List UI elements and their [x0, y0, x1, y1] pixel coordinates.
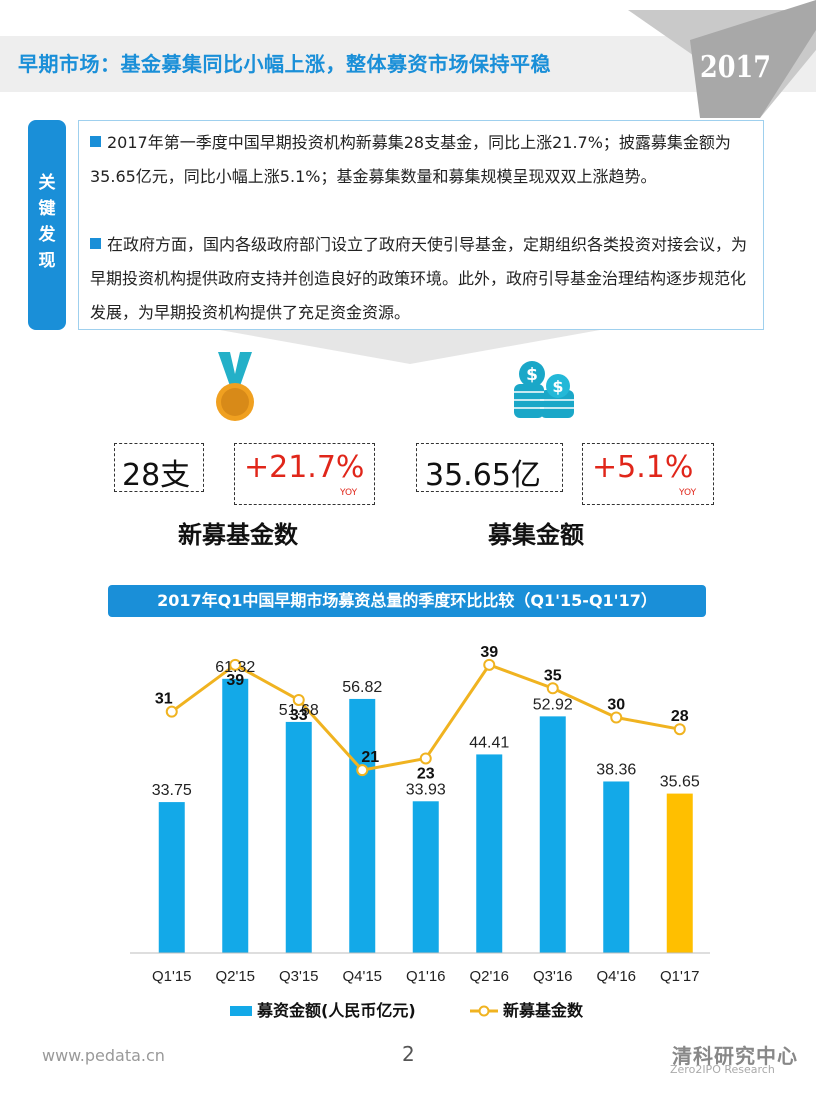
chart-title: 2017年Q1中国早期市场募资总量的季度环比比较（Q1'15-Q1'17） [157, 591, 657, 610]
chart-title-bar [108, 585, 706, 617]
footer-url[interactable]: www.pedata.cn [42, 1046, 165, 1065]
brand-logo-cn: 清科研究中心 [672, 1044, 798, 1068]
amount-change-box [582, 443, 714, 505]
funds-count-value: 28支 [122, 458, 191, 493]
x-tick-label: Q1'17 [660, 968, 700, 985]
x-tick-label: Q2'16 [469, 968, 509, 985]
bar [476, 754, 503, 953]
x-tick-label: Q3'16 [533, 968, 573, 985]
x-tick-label: Q3'15 [279, 968, 319, 985]
funds-count-label: 新募基金数 [178, 521, 298, 549]
line-value-label: 30 [607, 697, 625, 714]
line-value-label: 35 [544, 667, 562, 684]
square-bullet-icon [90, 238, 101, 249]
bar-value-label: 33.75 [152, 782, 192, 799]
amount-box [416, 443, 563, 492]
line-point [165, 705, 178, 718]
pointer-shape [220, 330, 600, 364]
line-value-label: 31 [155, 691, 173, 708]
x-tick-label: Q4'16 [596, 968, 636, 985]
line-point [610, 711, 623, 724]
svg-text:$: $ [526, 365, 538, 385]
bar [539, 716, 566, 953]
line-value-label: 23 [417, 765, 435, 782]
line-value-label: 28 [671, 708, 689, 725]
bar [285, 721, 312, 953]
legend-bar-swatch [230, 1006, 252, 1016]
amount-yoy-label: YOY [679, 488, 697, 498]
line-point [356, 764, 369, 777]
bar-value-label: 33.93 [406, 781, 446, 798]
funds-change-box [234, 443, 375, 505]
bar-value-label: 51.68 [279, 702, 319, 719]
key-finding-paragraph: 2017年第一季度中国早期投资机构新募集28支基金，同比上涨21.7%；披露募集… [90, 133, 731, 186]
amount-value: 35.65亿 [425, 458, 541, 493]
key-findings-box [78, 120, 764, 330]
legend-line-label: 新募基金数 [503, 1001, 584, 1020]
line-point [419, 752, 432, 765]
line-point [292, 693, 305, 706]
line-value-label: 21 [361, 749, 379, 766]
bar-value-label: 44.41 [469, 734, 509, 751]
key-findings-tab [28, 120, 66, 330]
legend-bar-label: 募资金额(人民币亿元) [256, 1001, 416, 1020]
line-value-label: 39 [480, 644, 498, 661]
line-point [229, 658, 242, 671]
bar [412, 801, 439, 953]
x-tick-label: Q1'15 [152, 968, 192, 985]
key-finding-paragraph: 在政府方面，国内各级政府部门设立了政府天使引导基金，定期组织各类投资对接会议，为… [90, 235, 748, 322]
legend-line-marker [478, 1005, 490, 1017]
bar [222, 678, 249, 953]
line-point [673, 723, 686, 736]
bar-value-label: 56.82 [342, 679, 382, 696]
line-point [483, 658, 496, 671]
bar-value-label: 35.65 [660, 774, 700, 791]
coin-stack-icon: $ $ [514, 361, 574, 418]
bar-value-label: 61.32 [215, 659, 255, 676]
funds-change-value: +21.7% [244, 450, 365, 485]
year-banner-shape [628, 0, 816, 118]
funds-yoy-label: YOY [340, 488, 358, 498]
x-tick-label: Q1'16 [406, 968, 446, 985]
bar [603, 781, 630, 953]
line-value-label: 39 [226, 672, 244, 689]
bar [349, 698, 376, 953]
amount-label: 募集金额 [488, 521, 584, 549]
square-bullet-icon [90, 136, 101, 147]
svg-text:$: $ [552, 377, 563, 396]
bar-value-label: 38.36 [596, 761, 636, 778]
fundraising-chart: 33.75 61.32 51.68 56.82 33.93 44.41 52.92 38.36… [130, 644, 710, 1020]
page-title: 早期市场：基金募集同比小幅上涨，整体募资市场保持平稳 [18, 52, 551, 76]
x-tick-label: Q2'15 [215, 968, 255, 985]
amount-change-value: +5.1% [592, 450, 694, 485]
brand-logo-en: Zero2IPO Research [670, 1063, 775, 1076]
medal-icon [216, 352, 254, 421]
line-value-label: 33 [290, 707, 308, 724]
page-number: 2 [402, 1042, 415, 1066]
year-label: 2017 [700, 50, 771, 85]
x-tick-label: Q4'15 [342, 968, 382, 985]
line-point [546, 682, 559, 695]
bar [666, 793, 693, 953]
key-findings-tab-label: 关键发现 [38, 173, 56, 271]
bar-value-label: 52.92 [533, 696, 573, 713]
bar [158, 802, 185, 953]
funds-count-box [114, 443, 204, 492]
